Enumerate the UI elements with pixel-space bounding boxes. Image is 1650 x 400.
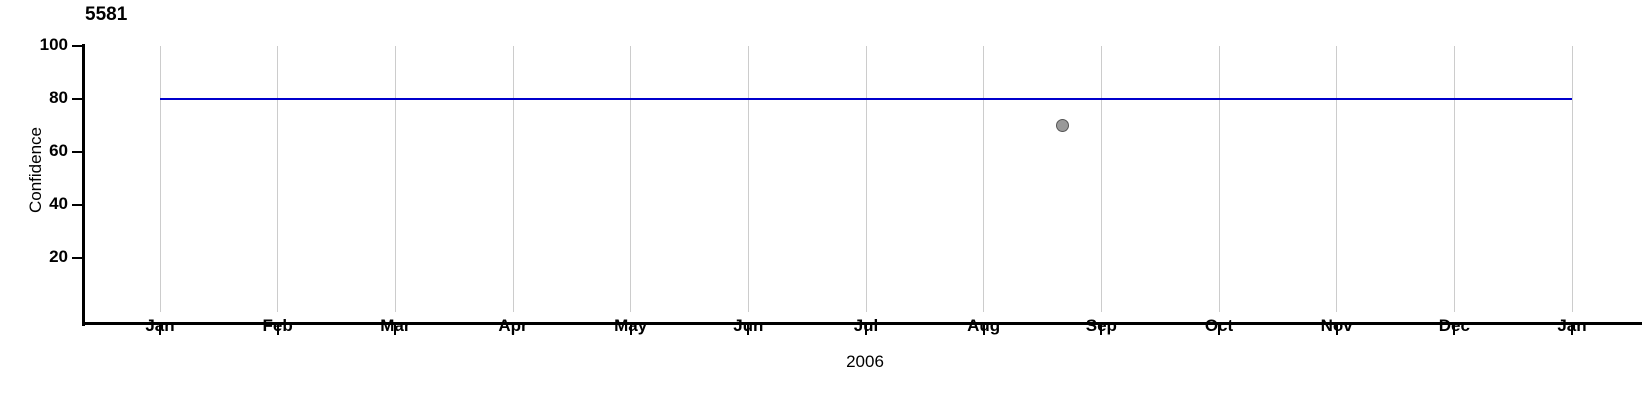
x-tick-label-7: Aug [967, 316, 1001, 335]
y-tick-mark-60 [72, 151, 83, 154]
data-point-0[interactable] [1056, 119, 1069, 133]
gridline-oct-9 [1218, 46, 1220, 312]
gridline-jan-12 [1571, 46, 1573, 312]
x-tick-mark-11 [1453, 325, 1456, 335]
x-tick-mark-10 [1335, 325, 1338, 335]
y-tick-label-100: 100 [39, 35, 68, 54]
x-axis-title-text: 2006 [846, 352, 884, 371]
gridline-nov-10 [1336, 46, 1338, 312]
x-tick-mark-3 [512, 325, 514, 335]
y-tick-label-60: 60 [49, 141, 68, 161]
chart-title: 5581 [85, 4, 128, 25]
x-tick-label-10: Nov [1320, 316, 1353, 335]
gridline-apr-3 [512, 46, 514, 312]
gridline-sep-8 [1100, 46, 1102, 312]
y-axis-line [82, 44, 85, 326]
x-tick-label-0: Jan [145, 316, 175, 335]
x-tick-label-12: Jan [1557, 316, 1587, 335]
x-tick-mark-2 [394, 325, 397, 335]
x-tick-label-5: Jun [733, 316, 764, 335]
gridline-jan-0 [159, 46, 161, 312]
x-tick-label-9: Oct [1204, 316, 1234, 335]
x-tick-mark-0 [159, 325, 161, 335]
x-tick-label-6: Jul [853, 316, 879, 335]
x-tick-mark-4 [629, 325, 632, 335]
y-tick-mark-20 [72, 257, 83, 260]
x-tick-mark-9 [1218, 325, 1220, 335]
x-tick-label-11: Dec [1438, 316, 1470, 335]
x-tick-label-3: Apr [498, 316, 528, 335]
gridline-aug-7 [983, 46, 985, 312]
x-tick-mark-1 [276, 325, 279, 335]
threshold-line [160, 98, 1572, 101]
y-tick-mark-40 [72, 204, 83, 207]
gridline-dec-11 [1453, 46, 1455, 312]
gridline-jun-5 [747, 46, 749, 312]
x-axis-line [82, 322, 1642, 325]
x-axis-title: 2006 [0, 352, 1650, 372]
x-tick-mark-8 [1100, 325, 1103, 335]
x-tick-mark-12 [1571, 325, 1573, 335]
y-tick-label-20: 20 [49, 247, 68, 267]
y-tick-mark-80 [72, 98, 83, 101]
x-tick-label-2: Mar [380, 316, 411, 335]
x-tick-mark-7 [982, 325, 985, 335]
x-tick-mark-5 [747, 325, 750, 335]
y-axis-title: Confidence [26, 127, 45, 214]
x-tick-label-4: May [614, 316, 648, 335]
y-tick-mark-100 [72, 45, 83, 47]
y-tick-label-80: 80 [49, 88, 68, 108]
x-tick-mark-6 [865, 325, 867, 335]
y-tick-label-40: 40 [49, 194, 68, 214]
x-tick-label-8: Sep [1085, 316, 1117, 335]
x-tick-label-1: Feb [262, 316, 293, 335]
gridline-mar-2 [394, 46, 396, 312]
gridline-feb-1 [277, 46, 279, 312]
gridline-jul-6 [865, 46, 867, 312]
gridline-may-4 [630, 46, 632, 312]
